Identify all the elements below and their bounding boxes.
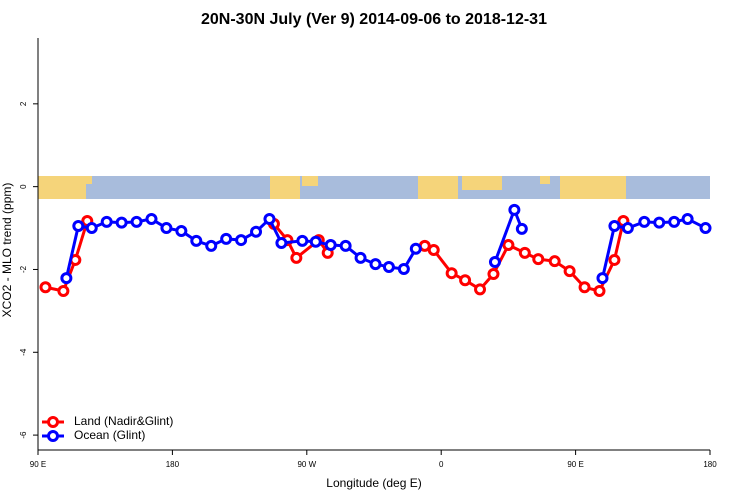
point [100,215,113,228]
point [397,263,410,276]
point [290,251,303,264]
point [382,260,395,273]
point [175,224,188,237]
point [354,251,367,264]
x-tick-label: 0 [439,460,444,469]
point [145,212,158,225]
point [593,284,606,297]
point [668,215,681,228]
point [263,212,276,225]
legend-label: Ocean (Glint) [74,428,145,442]
point [309,235,322,248]
map-band [38,176,710,199]
x-tick-label: 180 [166,460,180,469]
point [250,225,263,238]
point [638,215,651,228]
point [72,219,85,232]
legend-marker [47,416,59,428]
point [130,215,143,228]
y-tick-label: -2 [19,265,28,273]
point [608,219,621,232]
point [653,216,666,229]
point [60,272,73,285]
point [190,234,203,247]
y-tick-label: -6 [19,431,28,439]
point [205,239,218,252]
point [57,284,70,297]
point [369,258,382,271]
y-tick-label: -4 [19,348,28,356]
point [160,222,173,235]
point [39,281,52,294]
point [699,222,712,235]
point [275,236,288,249]
point [532,253,545,266]
point [488,256,501,269]
x-axis-label: Longitude (deg E) [326,476,421,490]
point [508,203,521,216]
legend-marker [47,430,59,442]
point [578,281,591,294]
point [409,242,422,255]
point [459,274,472,287]
point [85,222,98,235]
x-tick-label: 90 E [30,460,46,469]
point [339,239,352,252]
chart-title: 20N-30N July (Ver 9) 2014-09-06 to 2018-… [201,11,547,28]
point [427,244,440,257]
point [487,268,500,281]
legend: Land (Nadir&Glint)Ocean (Glint) [42,414,173,442]
y-axis-label: XCO2 - MLO trend (ppm) [0,183,14,318]
point [474,283,487,296]
point [220,232,233,245]
x-tick-label: 180 [703,460,717,469]
point [445,267,458,280]
point [324,239,337,252]
x-tick-label: 90 E [567,460,583,469]
point [563,265,576,278]
y-tick-label: 2 [19,101,28,106]
point [502,239,515,252]
point [115,216,128,229]
x-tick-label: 90 W [297,460,316,469]
point [608,253,621,266]
point [518,246,531,259]
point [296,234,309,247]
legend-label: Land (Nadir&Glint) [74,414,173,428]
point [235,234,248,247]
point [548,255,561,268]
point [596,272,609,285]
point [621,222,634,235]
point [681,212,694,225]
y-tick-label: 0 [19,184,28,189]
point [515,222,528,235]
